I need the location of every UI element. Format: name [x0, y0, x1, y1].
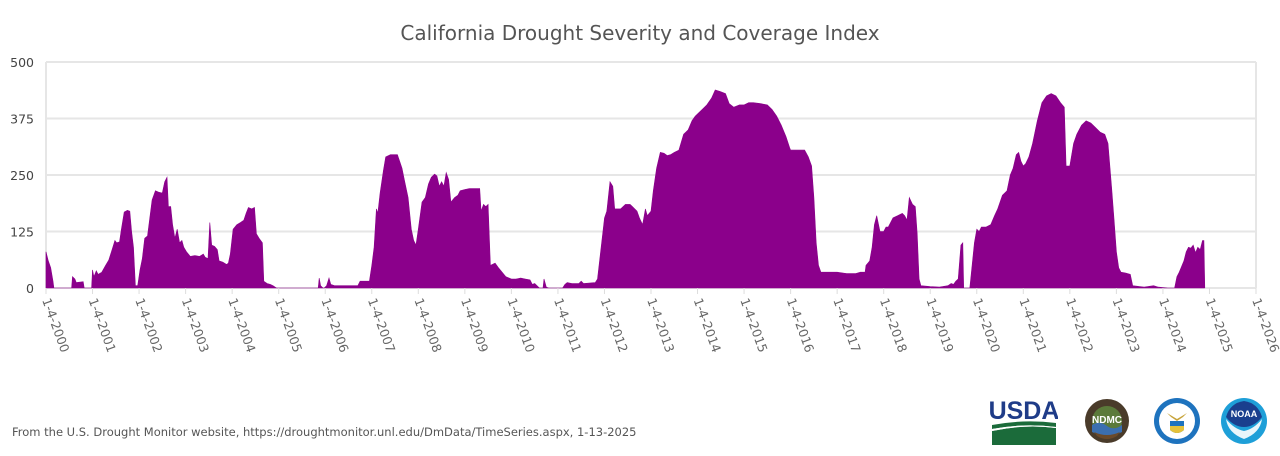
y-axis-ticks: 0 125 250 375 500: [10, 55, 34, 296]
partner-logos: USDA NDMC NOAA: [988, 395, 1278, 450]
x-tick-label: 1-4-2003: [179, 296, 213, 354]
x-tick-label: 1-4-2009: [458, 296, 492, 354]
y-tick-label: 0: [26, 281, 34, 296]
x-tick-label: 1-4-2010: [505, 296, 539, 354]
usda-logo: USDA: [990, 397, 1058, 445]
x-tick-label: 1-4-2023: [1110, 296, 1144, 354]
x-tick-label: 1-4-2013: [644, 296, 678, 354]
x-tick-label: 1-4-2006: [318, 296, 352, 354]
commerce-logo: [1154, 398, 1200, 444]
x-tick-label: 1-4-2012: [598, 296, 632, 354]
chart-title: California Drought Severity and Coverage…: [400, 21, 879, 45]
y-tick-label: 125: [10, 225, 34, 240]
x-tick-label: 1-4-2014: [691, 296, 725, 354]
noaa-logo-text: NOAA: [1231, 409, 1258, 419]
x-tick-label: 1-4-2008: [411, 296, 445, 354]
x-tick-label: 1-4-2015: [737, 296, 771, 354]
x-tick-label: 1-4-2000: [39, 296, 73, 354]
x-tick-label: 1-4-2021: [1016, 296, 1050, 354]
y-tick-label: 250: [10, 168, 34, 183]
x-axis-ticks: 1-4-2000 1-4-2001 1-4-2002 1-4-2003 1-4-2004…: [39, 288, 1280, 354]
chart: California Drought Severity and Coverage…: [10, 21, 1280, 354]
x-tick-label: 1-4-2011: [551, 296, 585, 354]
x-tick-label: 1-4-2002: [132, 296, 166, 354]
ndmc-logo: NDMC: [1085, 399, 1129, 443]
usda-logo-text: USDA: [990, 397, 1058, 425]
area-series-dsci: [45, 89, 1206, 289]
source-footnote: From the U.S. Drought Monitor website, h…: [12, 425, 637, 439]
y-tick-label: 375: [10, 112, 34, 127]
y-tick-label: 500: [10, 55, 34, 70]
ndmc-logo-text: NDMC: [1092, 415, 1122, 426]
x-tick-label: 1-4-2024: [1156, 296, 1190, 354]
noaa-logo: NOAA: [1221, 398, 1267, 444]
x-tick-label: 1-4-2007: [365, 296, 399, 354]
x-tick-label: 1-4-2017: [830, 296, 864, 354]
x-tick-label: 1-4-2022: [1063, 296, 1097, 354]
x-tick-label: 1-4-2004: [225, 296, 259, 354]
x-tick-label: 1-4-2018: [877, 296, 911, 354]
x-tick-label: 1-4-2016: [784, 296, 818, 354]
plot-area: [45, 89, 1206, 289]
x-tick-label: 1-4-2005: [272, 296, 306, 354]
x-tick-label: 1-4-2026: [1249, 296, 1280, 354]
x-tick-label: 1-4-2025: [1203, 296, 1237, 354]
x-tick-label: 1-4-2020: [970, 296, 1004, 354]
x-tick-label: 1-4-2019: [923, 296, 957, 354]
x-tick-label: 1-4-2001: [86, 296, 120, 354]
